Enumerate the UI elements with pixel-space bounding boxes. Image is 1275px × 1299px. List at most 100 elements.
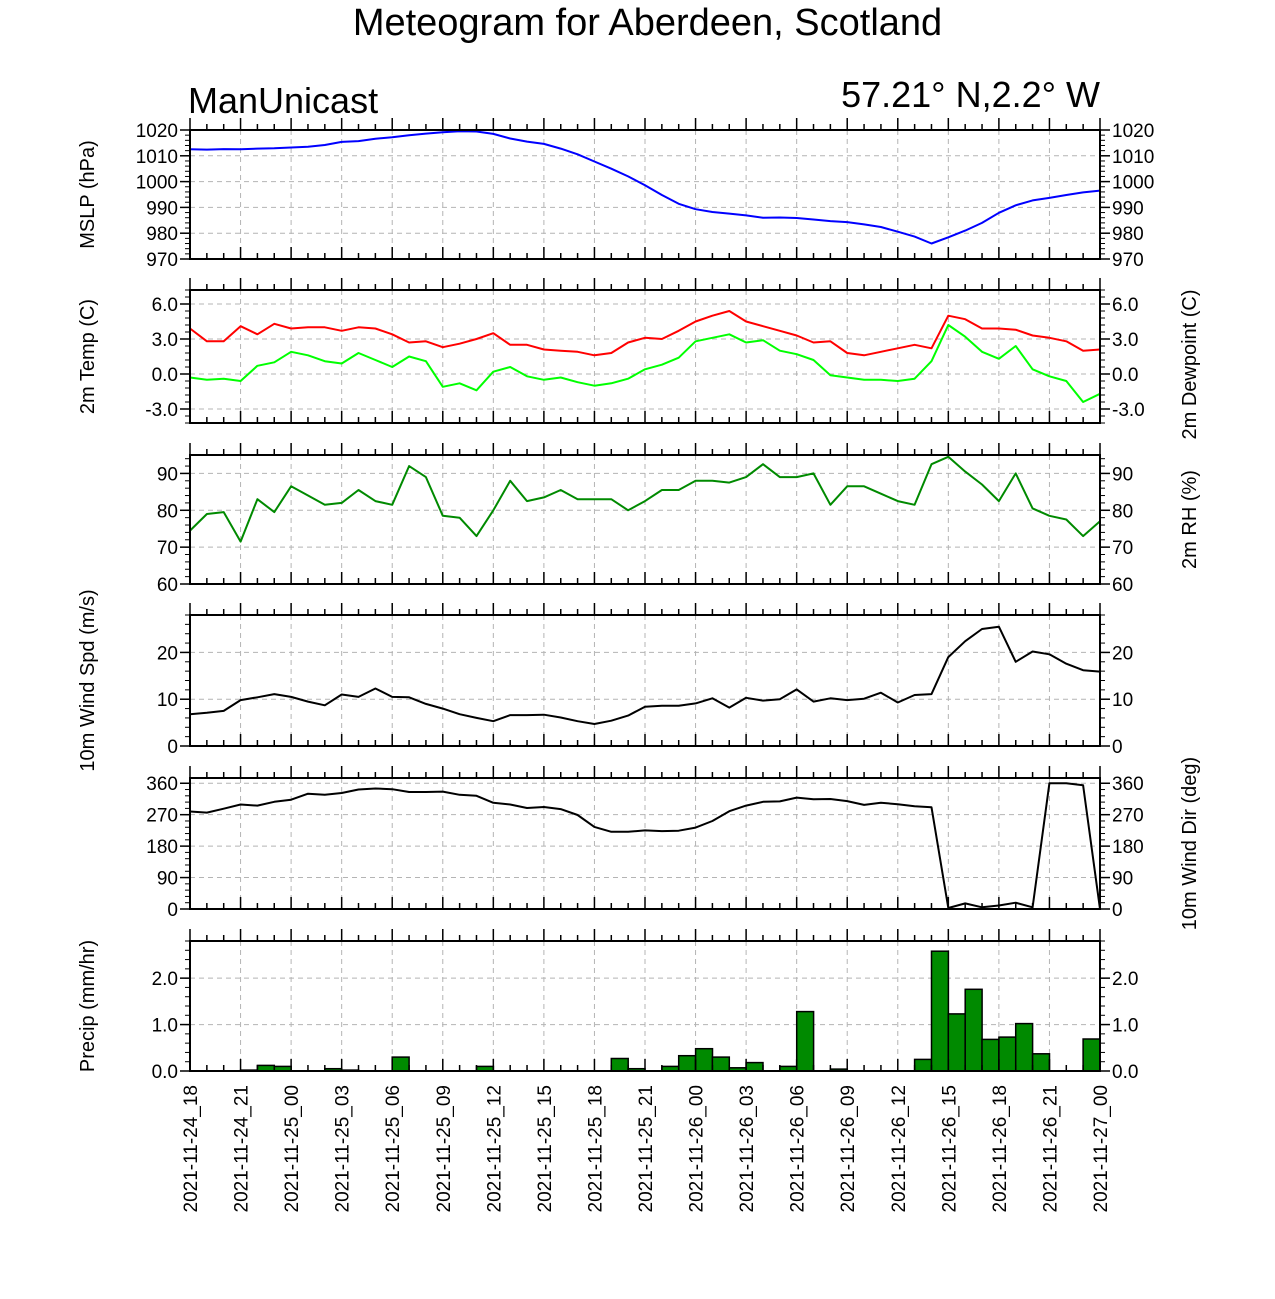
precip-bar [947,1013,966,1072]
y-axis-label-right: 2m RH (%) [1179,470,1201,569]
x-tick-label: 2021-11-26_12 [889,1085,910,1212]
y-tick-label-right: 1020 [1112,121,1154,142]
y-tick-label: 270 [146,806,178,827]
y-tick-label: 20 [157,643,178,664]
y-tick-label-right: 90 [1112,464,1133,485]
x-tick-label: 2021-11-24_21 [232,1085,253,1212]
x-tick-label: 2021-11-26_03 [737,1085,758,1212]
precip-bar [1014,1022,1034,1072]
y-tick-label: 90 [157,869,178,890]
y-tick-label-right: 990 [1112,198,1144,219]
panel-wind_speed: 0 0 10 10 20 20 10m Wind Spd (m/s) [77,589,1133,771]
precip-bar [930,950,950,1072]
precip-bar [391,1056,410,1072]
y-tick-label: 970 [146,250,178,271]
chart-title: Meteogram for Aberdeen, Scotland [352,2,943,44]
y-axis-label-right: 2m Dewpoint (C) [1179,289,1201,439]
x-tick-label: 2021-11-26_15 [939,1085,960,1212]
precip-bar [998,1036,1017,1072]
y-tick-label-right: 0.0 [1112,365,1138,386]
x-tick-label: 2021-11-25_03 [333,1085,354,1212]
y-tick-label: 0.0 [152,365,178,386]
x-tick-label: 2021-11-25_09 [434,1085,455,1212]
y-tick-label-right: 1010 [1112,147,1154,168]
precip-bar [981,1038,1000,1072]
y-tick-label: 0 [167,737,178,758]
y-tick-label-right: 10 [1112,690,1133,711]
y-tick-label: 6.0 [152,295,178,316]
x-tick-label: 2021-11-25_12 [484,1085,505,1212]
y-tick-label-right: 270 [1112,806,1144,827]
x-tick-label: 2021-11-25_00 [282,1085,303,1212]
y-tick-label-right: 90 [1112,869,1133,890]
x-tick-label: 2021-11-27_00 [1091,1085,1112,1212]
precip-bar [694,1047,714,1072]
location-coordinates: 57.21° N,2.2° W [841,74,1100,115]
y-tick-label-right: 60 [1112,575,1133,596]
y-tick-label: 980 [146,224,178,245]
y-tick-label-right: 0 [1112,737,1123,758]
y-tick-label: 990 [146,198,178,219]
x-tick-label: 2021-11-25_18 [585,1085,606,1212]
y-tick-label: 90 [157,464,178,485]
y-tick-label-right: 980 [1112,224,1144,245]
y-tick-label: 1010 [136,147,178,168]
precip-bar [1031,1053,1051,1072]
y-tick-label: 60 [157,575,178,596]
precip-bar [677,1054,697,1072]
x-tick-label: 2021-11-26_06 [788,1085,809,1212]
y-tick-label-right: 2.0 [1112,969,1138,990]
y-axis-label: 10m Wind Spd (m/s) [77,589,99,771]
x-tick-label: 2021-11-25_21 [636,1085,657,1212]
y-axis-label: Precip (mm/hr) [77,940,99,1072]
y-tick-label: 360 [146,774,178,795]
precip-bar [1082,1038,1101,1072]
y-tick-label: 0 [167,900,178,921]
y-tick-label: 80 [157,501,178,522]
x-tick-label: 2021-11-25_06 [383,1085,404,1212]
series-line-rh-0 [189,455,1101,543]
precip-bar [711,1056,731,1072]
y-tick-label: 10 [157,690,178,711]
y-tick-label-right: 70 [1112,538,1133,559]
y-tick-label-right: 1.0 [1112,1016,1138,1037]
series-line-temp-1 [189,324,1101,403]
y-tick-label: 1020 [136,121,178,142]
x-tick-label: 2021-11-26_09 [838,1085,859,1212]
y-tick-label: 1.0 [152,1016,178,1037]
x-tick-label: 2021-11-26_18 [990,1085,1011,1212]
series-line-mslp-0 [189,130,1101,245]
x-tick-label: 2021-11-24_18 [181,1085,202,1212]
y-tick-label-right: 180 [1112,837,1144,858]
y-axis-label: MSLP (hPa) [77,140,99,249]
panel-temp: -3.0 -3.0 0.0 0.0 3.0 3.0 6.0 6.0 2m Temp (C) 2m … [77,278,1201,440]
precip-bar [964,988,983,1072]
time-axis-labels: 2021-11-24_18 2021-11-24_21 2021-11-25_00 2… [181,1085,1112,1212]
y-tick-label: 0.0 [152,1062,178,1083]
series-line-wind_speed-0 [189,625,1101,725]
panel-wind_dir: 0 0 90 90 180 180 270 270 360 360 10m Wind Dir (de… [146,757,1201,930]
x-tick-label: 2021-11-26_21 [1040,1085,1061,1212]
precip-bar [913,1058,933,1072]
model-source-label: ManUnicast [188,80,379,121]
y-tick-label-right: 970 [1112,250,1144,271]
panel-mslp: 970 970 980 980 990 990 1000 1000 1010 1010 1020 10… [77,118,1154,271]
y-tick-label-right: 6.0 [1112,295,1138,316]
precip-bar [795,1010,815,1072]
precip-bar [610,1057,629,1072]
y-tick-label: 1000 [136,173,178,194]
x-tick-label: 2021-11-26_00 [687,1085,708,1212]
y-tick-label-right: 1000 [1112,173,1154,194]
y-tick-label-right: 3.0 [1112,330,1138,351]
series-line-temp-0 [189,310,1101,357]
y-tick-label-right: 0.0 [1112,1062,1138,1083]
y-tick-label-right: -3.0 [1112,400,1145,421]
panel-rh: 60 60 70 70 80 80 90 90 2m RH (%) [157,443,1201,596]
precip-bar [745,1061,764,1072]
y-tick-label: 3.0 [152,330,178,351]
y-axis-label: 2m Temp (C) [77,299,99,414]
y-tick-label: 2.0 [152,969,178,990]
y-tick-label-right: 0 [1112,900,1123,921]
y-tick-label: 180 [146,837,178,858]
y-tick-label: -3.0 [145,400,178,421]
